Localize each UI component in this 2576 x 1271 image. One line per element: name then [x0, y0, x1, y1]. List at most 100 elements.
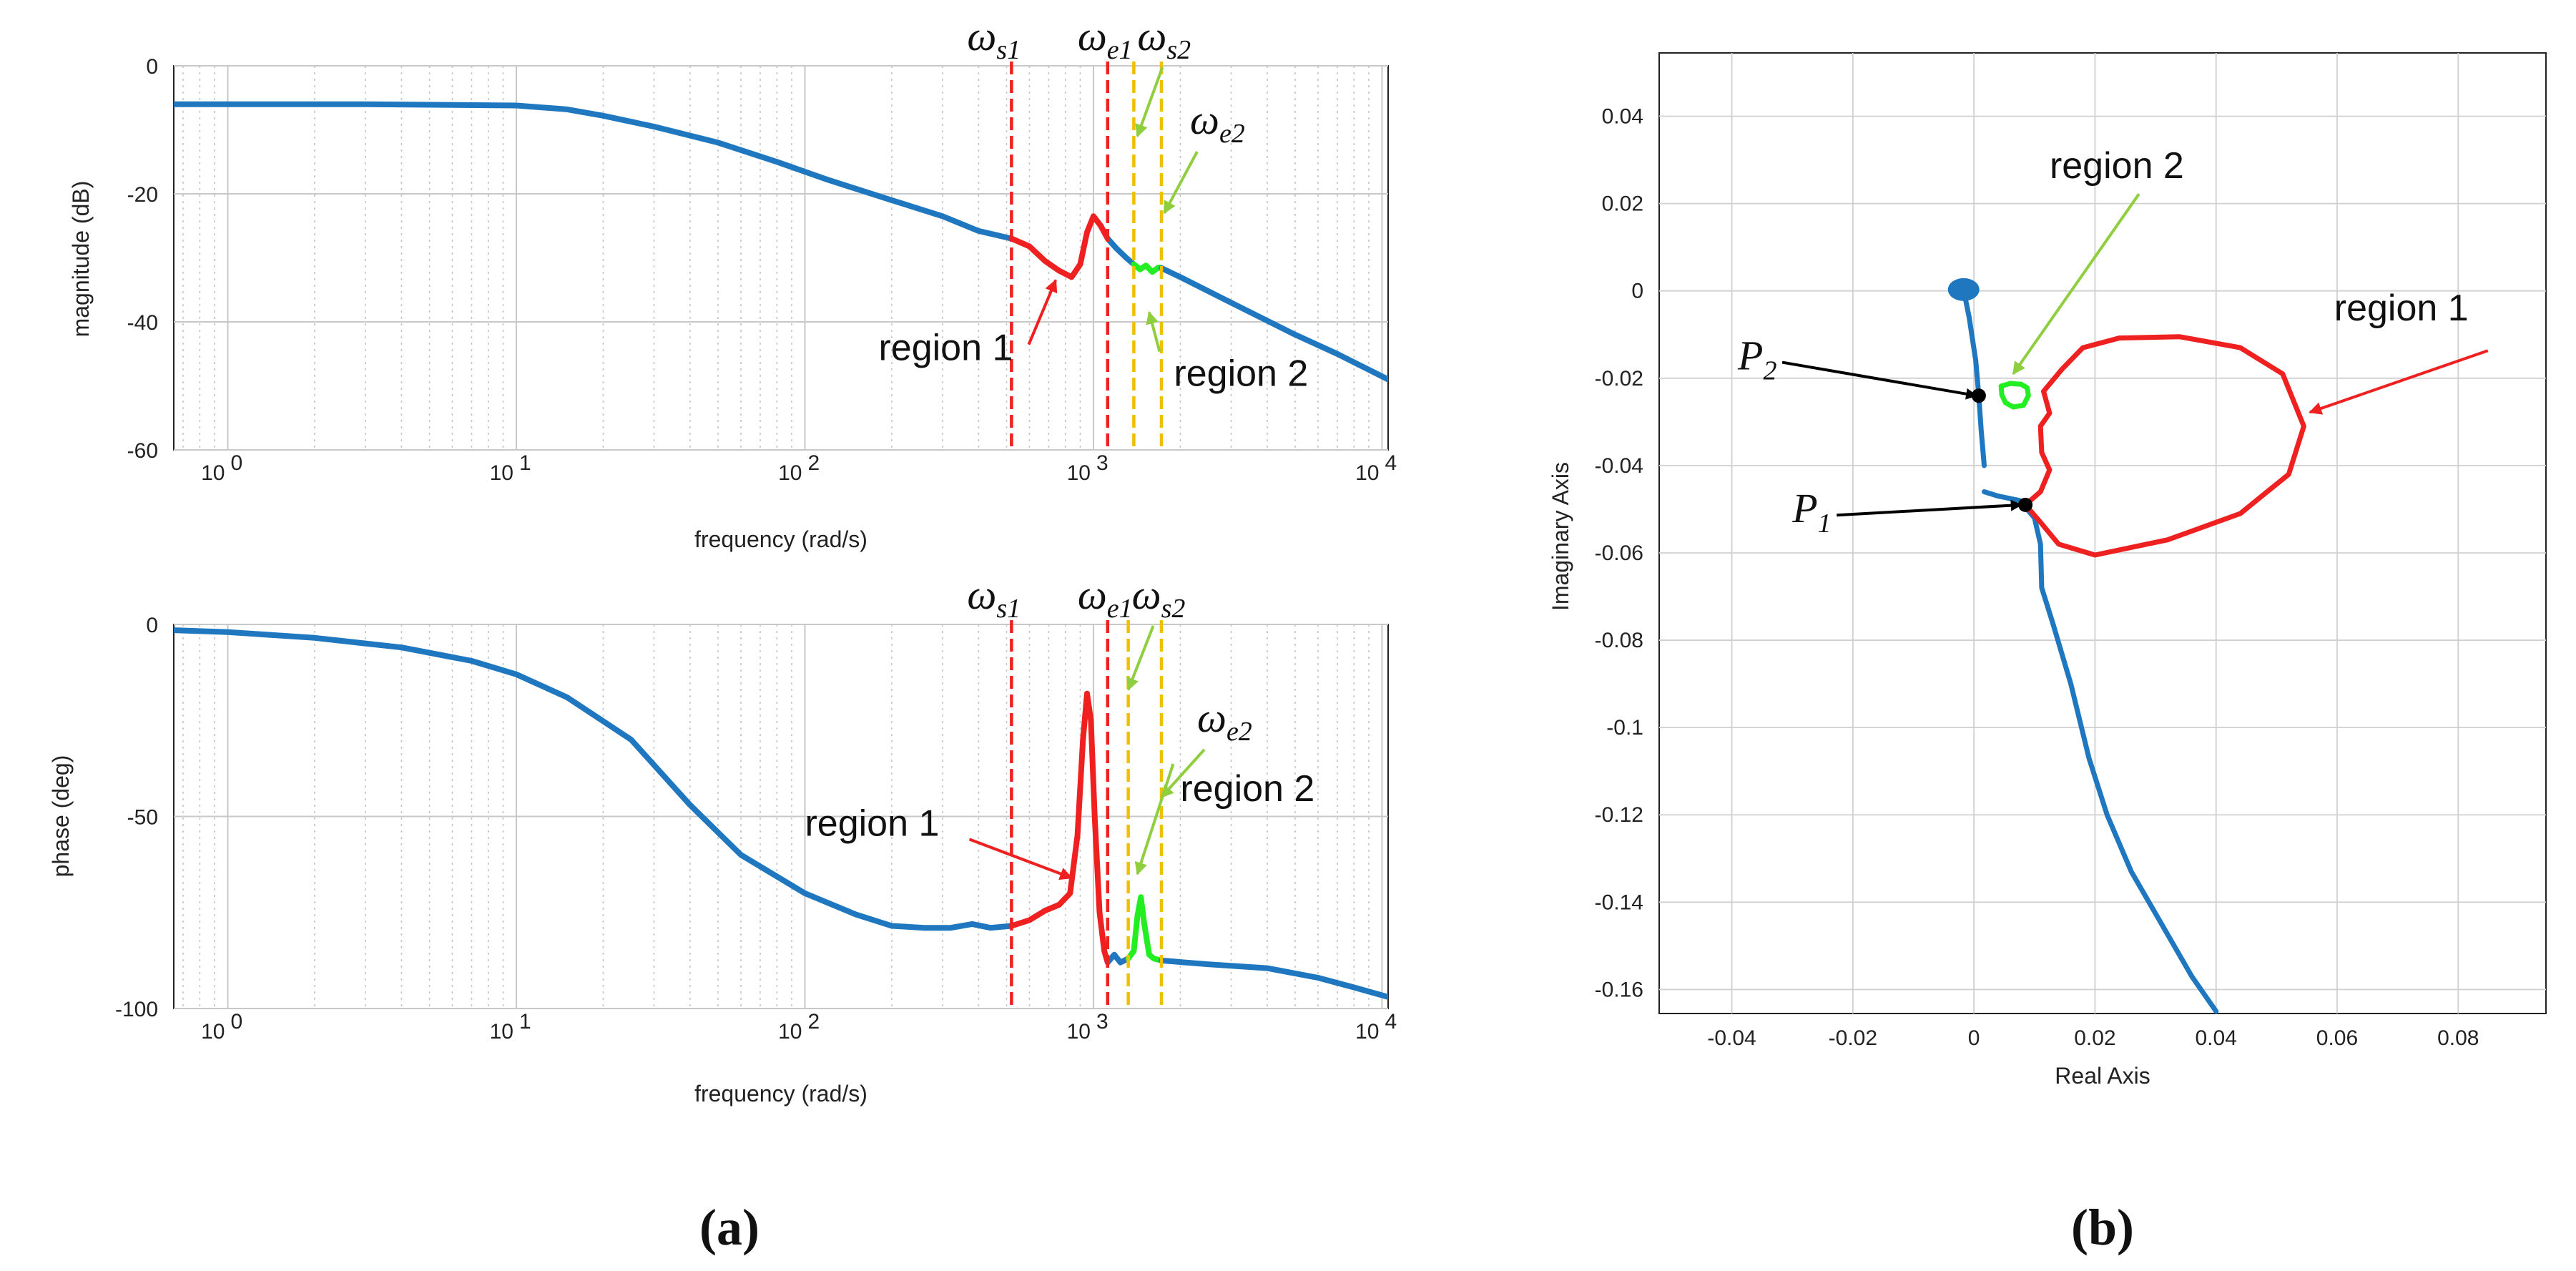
x-tick-label: 10 — [490, 1020, 513, 1044]
nyquist-nominal-stem — [1962, 290, 1987, 468]
label-omega-e2-symbol: ω — [1190, 97, 1219, 143]
x-tick-label: 0 — [1968, 1026, 1980, 1050]
region-1-label: region 1 — [2334, 288, 2469, 329]
arrow-label-p2 — [1781, 360, 1978, 400]
x-tick-label: 10 — [1067, 1020, 1091, 1044]
phase-bode-plot: 0 -50 -100 10 0 10 1 10 2 10 3 10 4 frequency (rad/… — [48, 571, 1397, 1106]
label-omega-e2-symbol: ω — [1197, 695, 1226, 741]
x-tick-base: 10 — [201, 1020, 225, 1044]
label-omega-s1-subscript: s1 — [996, 594, 1021, 624]
y-tick-label: -0.06 — [1595, 541, 1643, 565]
label-omega-s1-symbol: ω — [967, 13, 996, 59]
x-tick-base: 10 — [1355, 1020, 1379, 1044]
nyquist-plot-frame — [1658, 52, 2547, 1014]
nyquist-region-2 — [1998, 381, 2031, 410]
region-2-label: region 2 — [2050, 145, 2184, 187]
label-omega-e1-subscript: e1 — [1107, 35, 1133, 65]
x-tick-label: 10 — [1067, 461, 1091, 485]
x-tick-base: 10 — [778, 1020, 802, 1044]
label-omega-s2-text: ωs2 — [1137, 13, 1191, 65]
y-tick-label: -0.16 — [1595, 978, 1643, 1001]
label-omega-s1-text: ωs1 — [967, 571, 1021, 624]
nyquist-plot: 0.04 0.02 0 -0.02 -0.04 -0.06 -0.08 -0.1 -0.12 -0… — [1548, 52, 2547, 1089]
phase-y-axis-label: phase (deg) — [48, 755, 74, 878]
series-region-1 — [1008, 213, 1111, 280]
nyquist-region-1 — [2022, 334, 2306, 558]
x-tick-exponent: 4 — [1385, 1010, 1397, 1034]
phase-frequency-markers — [1010, 620, 1164, 1009]
x-tick-exponent: 4 — [1385, 451, 1397, 475]
label-omega-e1-symbol: ω — [1078, 13, 1107, 59]
pane-label-b: (b) — [2071, 1199, 2134, 1256]
magnitude-y-ticks: 0 -20 -40 -60 — [127, 55, 158, 463]
x-tick-base: 10 — [490, 461, 513, 485]
series-region-2 — [1131, 261, 1164, 275]
label-omega-e2-subscript: e2 — [1226, 717, 1252, 747]
arrow-label-p1 — [1837, 499, 2022, 517]
x-tick-exponent: 2 — [807, 451, 820, 475]
nyquist-grid — [1659, 53, 2546, 1014]
label-omega-s2-subscript: s2 — [1166, 35, 1191, 65]
phase-x-axis-label: frequency (rad/s) — [694, 1081, 867, 1106]
label-p1-letter: P — [1791, 485, 1817, 531]
magnitude-frequency-markers — [1010, 62, 1164, 450]
x-tick-base: 10 — [1067, 1020, 1091, 1044]
label-omega-e2: ωe2 — [1197, 695, 1252, 747]
label-omega-e1-subscript: e1 — [1107, 594, 1133, 624]
x-tick-label: 10 — [1355, 1020, 1379, 1044]
region-2-label: region 2 — [1180, 768, 1314, 810]
series-nominal-3 — [1159, 957, 1388, 1000]
phase-series — [174, 627, 1388, 1000]
arrow-region-1 — [1027, 279, 1058, 345]
x-tick-label: 10 — [490, 461, 513, 485]
label-omega-s2-subscript: s2 — [1161, 594, 1186, 624]
magnitude-grid — [174, 65, 1388, 451]
y-tick-label: 0 — [1631, 280, 1643, 303]
x-tick-label: 10 — [778, 461, 802, 485]
nyquist-series — [1947, 278, 2306, 1014]
magnitude-x-ticks: 10 0 10 1 10 2 10 3 10 4 — [201, 451, 1397, 485]
label-omega-s2: ωs2 — [1132, 571, 1186, 624]
nyquist-x-axis-label: Real Axis — [2055, 1063, 2150, 1089]
label-omega-s1-subscript: s1 — [996, 35, 1021, 65]
x-tick-label: 0.08 — [2437, 1026, 2479, 1050]
y-tick-label: 0.04 — [1602, 105, 1643, 129]
label-omega-s1-text: ωs1 — [967, 13, 1021, 65]
series-nominal — [174, 627, 1015, 931]
label-omega-s2-symbol: ω — [1137, 13, 1166, 59]
label-p1-subscript: 1 — [1818, 509, 1832, 539]
x-tick-exponent: 1 — [519, 1010, 531, 1034]
y-tick-label: 0 — [146, 614, 158, 637]
arrow-omega-e2 — [1160, 748, 1206, 798]
label-omega-s2-text: ωs2 — [1132, 571, 1186, 624]
x-tick-label: -0.04 — [1707, 1026, 1756, 1050]
nyquist-annotations: region 1 region 2 P2 P1 — [1737, 145, 2489, 539]
label-omega-s1-symbol: ω — [967, 571, 996, 618]
y-tick-label: -50 — [127, 806, 158, 830]
label-omega-s2: ωs2 — [1137, 13, 1191, 65]
label-p2: P2 — [1737, 333, 1776, 386]
label-omega-e2: ωe2 — [1190, 97, 1245, 149]
x-tick-base: 10 — [778, 461, 802, 485]
phase-x-ticks: 10 0 10 1 10 2 10 3 10 4 — [201, 1010, 1397, 1044]
y-tick-label: -100 — [115, 998, 158, 1021]
x-tick-label: 10 — [201, 461, 225, 485]
arrow-region-2 — [1146, 310, 1161, 353]
series-region-1 — [1008, 690, 1111, 966]
label-p2-subscript: 2 — [1763, 356, 1776, 386]
arrow-omega-s2 — [1135, 67, 1164, 138]
arrow-omega-s2 — [1126, 625, 1155, 691]
x-tick-base: 10 — [201, 461, 225, 485]
region-1-label: region 1 — [878, 328, 1013, 369]
x-tick-exponent: 0 — [230, 451, 242, 475]
y-tick-label: 0 — [146, 55, 158, 79]
x-tick-label: 0.02 — [2074, 1026, 2115, 1050]
series-nominal-3 — [1159, 265, 1388, 383]
y-tick-label: -0.1 — [1606, 716, 1643, 740]
x-tick-label: 0.06 — [2316, 1026, 2358, 1050]
nyquist-x-ticks: -0.04 -0.02 0 0.02 0.04 0.06 0.08 — [1707, 1026, 2479, 1050]
x-tick-base: 10 — [1355, 461, 1379, 485]
